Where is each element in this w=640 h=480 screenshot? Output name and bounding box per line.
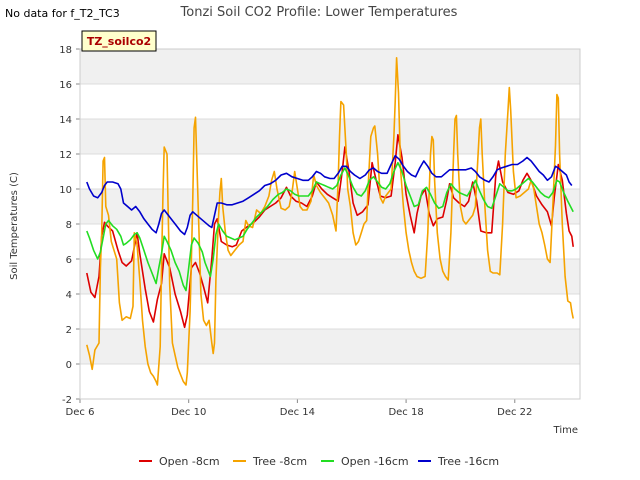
grid-band	[80, 294, 580, 329]
grid-band	[80, 49, 580, 84]
y-tick-label: 10	[59, 185, 72, 196]
grid-band	[80, 329, 580, 364]
y-tick-label: 16	[59, 80, 72, 91]
x-tick-label: Dec 14	[280, 407, 315, 418]
series-lines	[86, 57, 574, 386]
legend-label: Tree -8cm	[252, 455, 307, 468]
series-line-tree-8cm	[86, 57, 574, 386]
y-axis-ticks: -2 0 2 4 6 8 10 12 14 16 18	[59, 45, 80, 406]
legend: Open -8cm Tree -8cm Open -16cm Tree -16cm	[139, 455, 499, 468]
no-data-note: No data for f_T2_TC3	[5, 7, 120, 20]
series-line-open-16cm	[86, 161, 574, 292]
grid-band	[80, 364, 580, 399]
legend-item: Tree -16cm	[418, 455, 499, 468]
y-tick-label: 2	[66, 325, 72, 336]
legend-item: Tree -8cm	[233, 455, 307, 468]
grid-band	[80, 119, 580, 154]
grid-band	[80, 224, 580, 259]
grid-bands	[80, 48, 580, 400]
y-tick-label: 6	[66, 255, 72, 266]
x-tick-label: Dec 22	[497, 407, 532, 418]
plot-border	[79, 48, 581, 400]
y-axis-label: Soil Temperatures (C)	[9, 172, 20, 280]
x-axis-label: Time	[553, 425, 578, 436]
y-tick-label: 14	[59, 115, 72, 126]
legend-item: Open -16cm	[321, 455, 409, 468]
x-tick-label: Dec 18	[388, 407, 423, 418]
y-tick-label: 4	[66, 290, 72, 301]
legend-label: Open -16cm	[341, 455, 409, 468]
legend-label: Open -8cm	[159, 455, 220, 468]
y-tick-label: 18	[59, 45, 72, 56]
legend-label: Tree -16cm	[437, 455, 499, 468]
legend-item: Open -8cm	[139, 455, 220, 468]
grid-band	[80, 259, 580, 294]
chart-title: Tonzi Soil CO2 Profile: Lower Temperatur…	[180, 5, 458, 20]
series-line-open-8cm	[86, 134, 574, 329]
series-line-tree-16cm	[86, 154, 573, 236]
x-axis-ticks: Dec 6 Dec 10 Dec 14 Dec 18 Dec 22	[66, 399, 532, 418]
annotation-box: TZ_soilco2	[81, 30, 157, 52]
y-tick-label: 12	[59, 150, 72, 161]
y-tick-label: -2	[62, 395, 72, 406]
annotation-label: TZ_soilco2	[87, 35, 151, 48]
y-tick-label: 0	[66, 360, 72, 371]
y-tick-label: 8	[66, 220, 72, 231]
x-tick-label: Dec 6	[66, 407, 95, 418]
x-tick-label: Dec 10	[171, 407, 206, 418]
grid-band	[80, 84, 580, 119]
